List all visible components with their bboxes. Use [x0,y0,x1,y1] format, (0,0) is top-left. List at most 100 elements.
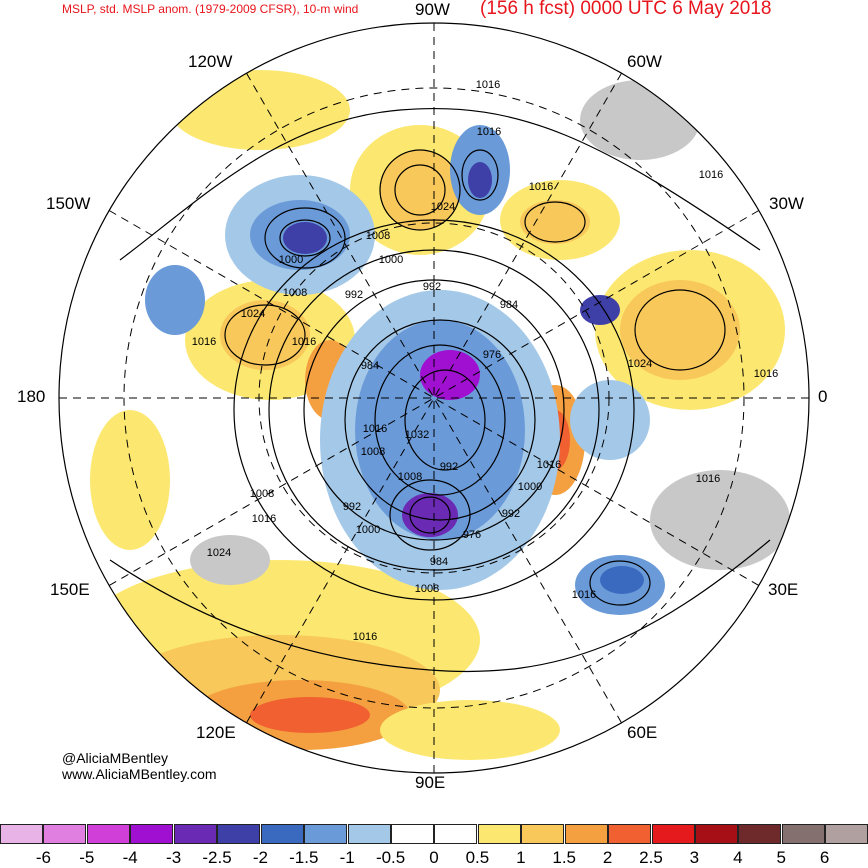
isobar-label: 1016 [754,368,778,380]
positive-anomaly-region [380,700,560,760]
longitude-label-0: 0 [818,387,828,406]
negative-anomaly-region [580,295,620,325]
longitude-label-30w: 30W [769,194,804,213]
isobar-label: 1016 [476,79,500,91]
colorbar-swatch [434,824,478,844]
colorbar-swatch [0,824,43,844]
land-region [650,470,790,570]
map-subtitle: MSLP, std. MSLP anom. (1979-2009 CFSR), … [62,2,359,16]
isobar-label: 1016 [696,473,720,485]
land-region [580,80,700,160]
colorbar-tick-label: -1.5 [289,848,319,867]
positive-anomaly-region [520,200,590,244]
longitude-label-30e: 30E [768,580,799,599]
colorbar-swatch [130,824,174,844]
isobar-label: 1000 [379,254,403,266]
credit-handle: @AliciaMBentley [62,750,169,766]
isobar-label: 1016 [537,459,561,471]
colorbar-swatch [651,824,695,844]
isobar-label: 992 [345,289,363,301]
negative-anomaly-region [402,493,458,537]
isobar-label: 992 [423,281,441,293]
isobar-label: 1016 [572,589,596,601]
colorbar-swatch [608,824,652,844]
colorbar-swatch [477,824,521,844]
graticule [59,23,809,773]
longitude-label-150e: 150E [50,580,90,599]
colorbar-swatch [86,824,130,844]
isobar-label: 1008 [361,446,385,458]
colorbar-tick-label: 0.5 [465,848,490,867]
colorbar-swatch [43,824,87,844]
longitude-label-120e: 120E [196,723,236,742]
colorbar-tick-label: -1 [339,848,355,867]
colorbar-tick-label: 1.5 [552,848,577,867]
positive-anomaly-region [170,70,350,150]
isobar-label: 1024 [207,547,231,559]
isobar-label: 1008 [398,471,422,483]
colorbar-swatch [390,824,434,844]
negative-anomaly-region [570,380,650,460]
isobar-label-layer: 1016 1016 1016 1016 1024 1008 1000 1000 992 992 98… [192,79,778,643]
isobar-label: 1008 [415,583,439,595]
colorbar-swatch [347,824,391,844]
longitude-label-90e: 90E [415,773,446,792]
isobar-label: 976 [463,529,481,541]
negative-anomaly-region [283,222,327,254]
colorbar [0,824,868,844]
colorbar-swatch [173,824,217,844]
isobar-label: 1016 [699,169,723,181]
colorbar-swatch [738,824,782,844]
colorbar-tick-label: 1 [516,848,526,867]
isobar-label: 1016 [477,126,501,138]
colorbar-swatch [564,824,608,844]
negative-anomaly-region [600,566,644,594]
longitude-label-90w: 90W [415,0,450,19]
isobar-label: 1000 [518,481,542,493]
colorbar-tick-label: 2.5 [639,848,663,867]
isobar-label: 1024 [628,358,652,370]
isobar-label: 984 [500,299,518,311]
colorbar-tick-label: 6 [819,848,830,867]
colorbar-swatch [217,824,261,844]
isobar-label: 1016 [353,631,377,643]
colorbar-tick-label: 2 [602,848,613,867]
isobar-label: 992 [502,508,520,520]
isobar-label: 1016 [363,423,387,435]
isobar-label: 1016 [529,181,553,193]
colorbar-swatch [781,824,825,844]
negative-anomaly-region [420,350,480,400]
isobar-label: 984 [430,556,448,568]
isobar-label: 1008 [283,287,307,299]
isobar-label: 1000 [356,524,380,536]
isobar-label: 1024 [431,201,455,213]
land-region [190,535,270,585]
polar-map: 1016 1016 1016 1016 1024 1008 1000 1000 992 992 98… [58,22,810,774]
positive-anomaly-region [380,150,460,230]
isobar-label: 1008 [250,488,274,500]
colorbar-swatch [695,824,738,844]
credit-website: www.AliciaMBentley.com [62,766,217,782]
colorbar-tick-label: -0.5 [375,848,406,867]
positive-anomaly-region [90,410,170,550]
positive-anomaly-region [220,300,310,370]
colorbar-swatch [260,824,304,844]
isobar-label: 992 [343,501,361,513]
isobar-label: 1016 [292,336,316,348]
colorbar-swatch [521,824,565,844]
isobar-label: 1008 [366,230,390,242]
colorbar-tick-label: -4 [122,848,138,867]
longitude-label-150w: 150W [46,194,91,213]
isobar-label: 1016 [192,336,216,348]
positive-anomaly-region [250,697,370,733]
negative-anomaly-region [468,162,492,198]
colorbar-tick-label: -6 [35,848,51,867]
isobar-label: 992 [440,461,458,473]
colorbar-tick-label: -5 [79,848,95,867]
isobar-label: 1032 [405,429,429,441]
negative-anomaly-region [145,265,205,335]
colorbar-tick-label: 4 [733,848,743,867]
colorbar-tick-label: 3 [689,848,700,867]
isobar-label: 976 [483,349,501,361]
colorbar-tick-label: 5 [776,848,786,867]
